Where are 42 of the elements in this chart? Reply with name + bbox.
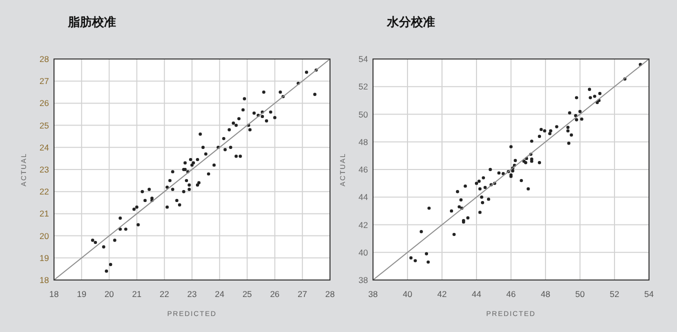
y-tick-label: 38 — [358, 275, 368, 285]
y-tick-label: 46 — [358, 164, 368, 174]
x-tick-label: 38 — [368, 289, 378, 299]
x-tick-label: 25 — [242, 289, 252, 299]
y-tick-label: 22 — [40, 186, 50, 197]
x-tick-label: 20 — [104, 289, 114, 299]
x-tick-label: 46 — [506, 289, 516, 299]
y-tick-label: 20 — [40, 230, 50, 241]
x-tick-label: 19 — [76, 289, 87, 299]
y-tick-label: 52 — [358, 82, 368, 92]
y-tick-label: 44 — [358, 192, 368, 202]
y-tick-label: 18 — [40, 275, 50, 285]
x-tick-label: 22 — [160, 289, 170, 299]
x-tick-label: 48 — [540, 289, 550, 299]
y-tick-label: 19 — [40, 252, 50, 263]
y-tick-label: 23 — [40, 164, 50, 174]
y-tick-label: 28 — [40, 54, 50, 64]
x-tick-label: 23 — [187, 289, 197, 299]
x-tick-label: 27 — [298, 289, 308, 299]
chart-title: 水分校准 — [386, 15, 435, 29]
chart-title: 脂肪校准 — [67, 15, 116, 29]
x-tick-label: 26 — [270, 289, 280, 299]
x-tick-label: 24 — [214, 289, 225, 299]
x-tick-label: 54 — [644, 289, 654, 299]
y-tick-label: 21 — [40, 208, 50, 219]
y-tick-label: 42 — [358, 220, 368, 230]
y-tick-label: 40 — [358, 247, 368, 258]
x-tick-label: 44 — [472, 289, 482, 299]
y-tick-label: 27 — [40, 76, 50, 86]
x-tick-label: 50 — [575, 289, 585, 299]
y-tick-label: 25 — [40, 120, 50, 130]
x-tick-label: 42 — [437, 289, 447, 299]
x-tick-label: 52 — [610, 289, 620, 299]
y-tick-label: 50 — [358, 109, 368, 120]
x-tick-label: 40 — [402, 289, 412, 299]
y-tick-label: 54 — [358, 54, 368, 64]
y-tick-label: 24 — [40, 142, 50, 152]
y-tick-label: 26 — [40, 98, 50, 108]
x-tick-label: 28 — [325, 289, 335, 299]
x-tick-label: 21 — [132, 289, 142, 299]
y-tick-label: 48 — [358, 136, 368, 147]
x-tick-label: 18 — [49, 289, 59, 299]
